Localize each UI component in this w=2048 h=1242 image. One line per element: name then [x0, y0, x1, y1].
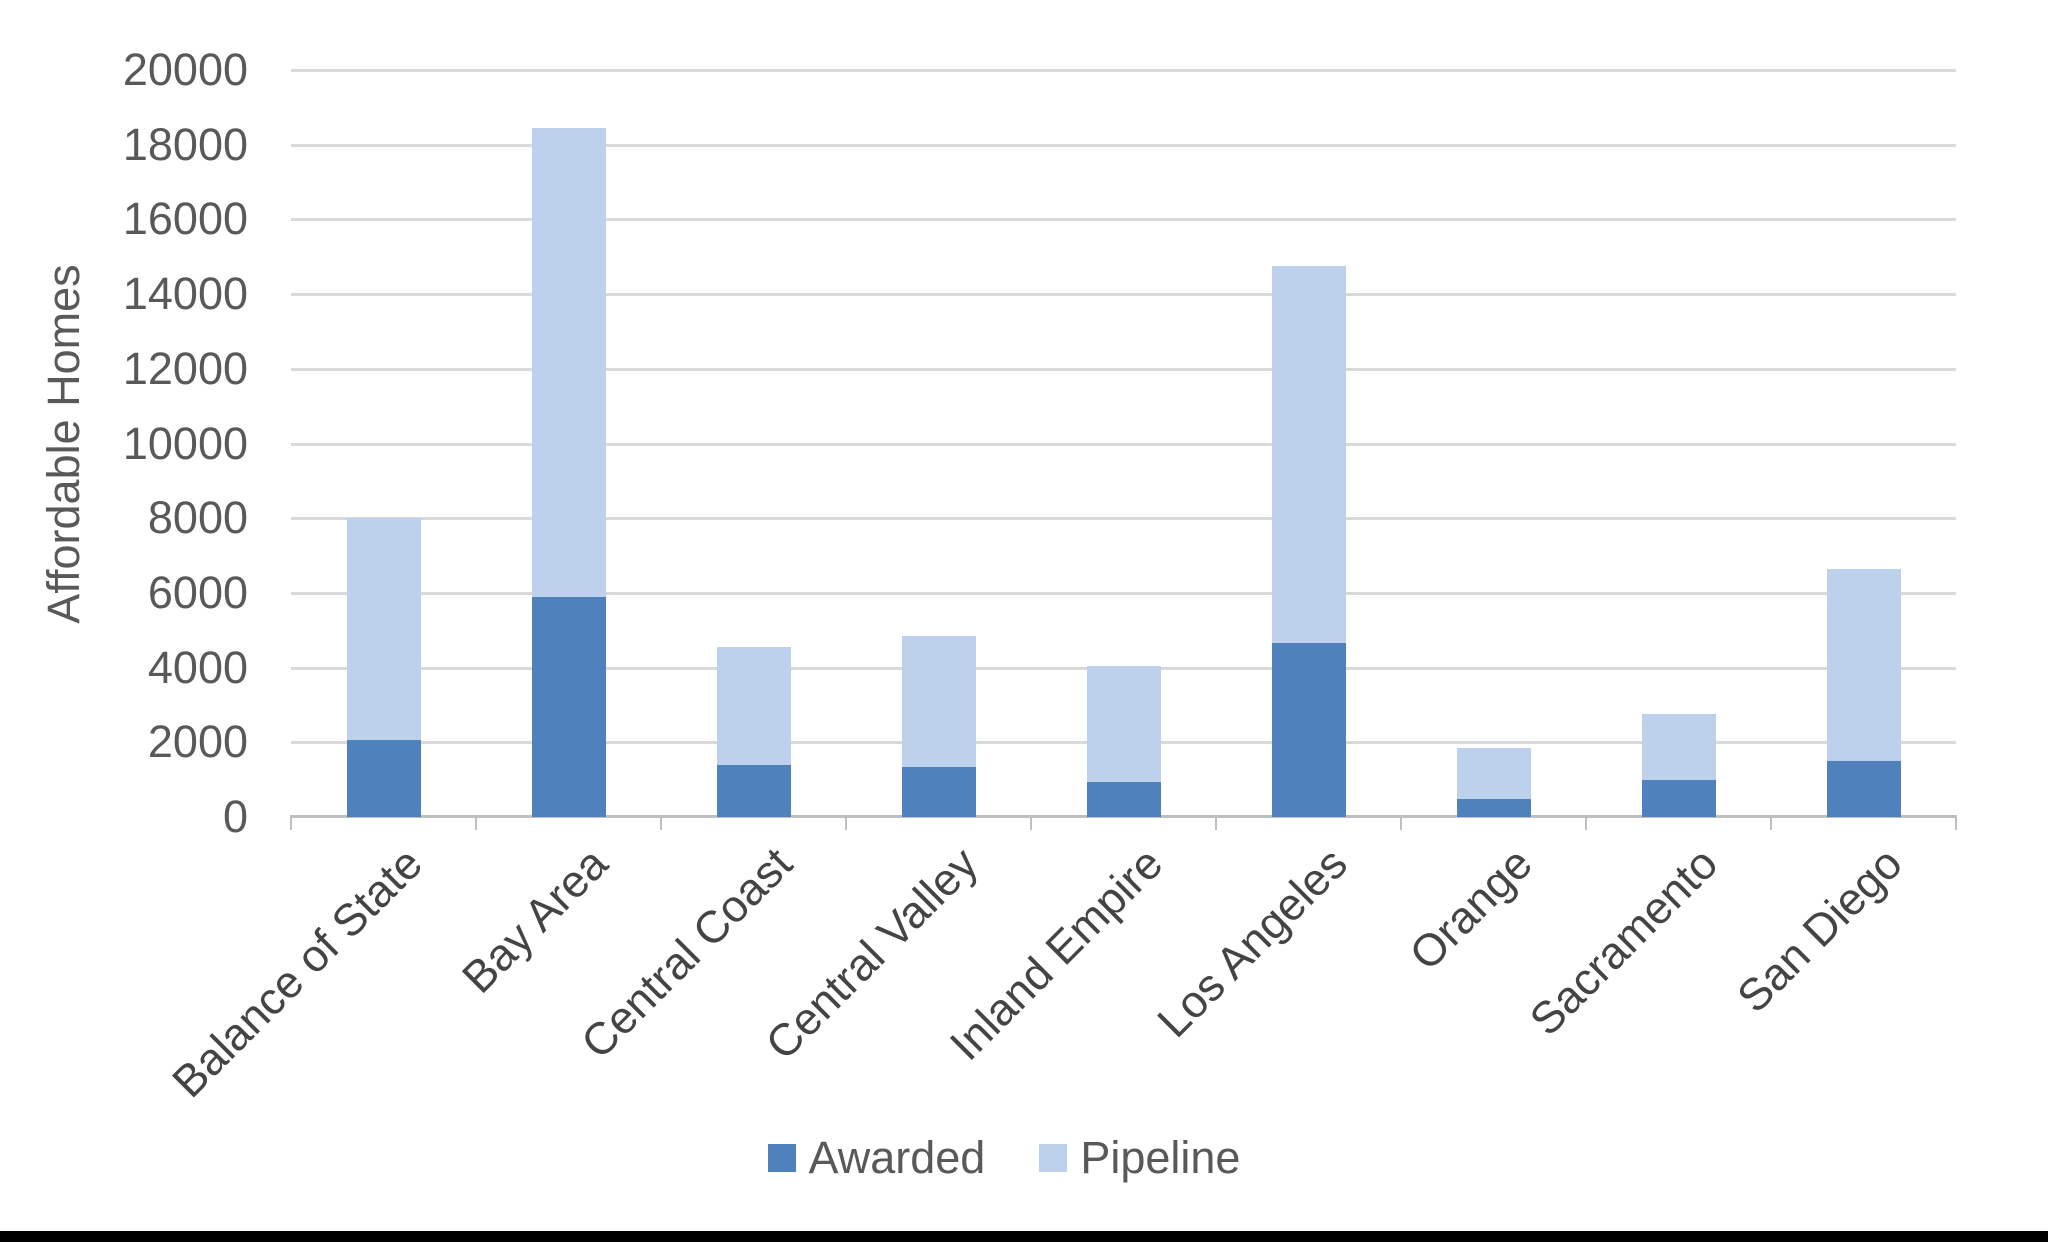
y-axis-tick-label: 12000 [122, 342, 248, 394]
bar-segment-awarded [901, 766, 976, 817]
bar-segment-pipeline [716, 647, 791, 765]
x-axis-label: Bay Area [451, 837, 618, 1003]
legend-entry-pipeline: Pipeline [1039, 1132, 1240, 1184]
y-axis-tick-label: 10000 [122, 417, 248, 469]
y-axis-tick-label: 14000 [122, 268, 248, 320]
y-axis-tick-label: 0 [222, 791, 248, 842]
bar-central-valley [901, 635, 976, 817]
y-axis-tick-label: 16000 [122, 193, 248, 245]
y-axis-tick-label: 2000 [147, 716, 248, 768]
bar-sacramento [1641, 714, 1716, 817]
bar-bay-area [531, 127, 606, 817]
bar-segment-awarded [1271, 643, 1346, 817]
gridline [291, 69, 1956, 72]
x-axis-label: Orange [1399, 837, 1543, 980]
legend-label-pipeline: Pipeline [1080, 1132, 1241, 1183]
bar-segment-pipeline [901, 635, 976, 767]
gridline [291, 143, 1956, 147]
x-axis-label: Los Angeles [1147, 837, 1358, 1048]
x-axis-tick [1030, 815, 1032, 830]
bar-segment-pipeline [346, 518, 421, 741]
bar-orange [1456, 747, 1531, 817]
bar-san-diego [1826, 568, 1901, 817]
legend-label-awarded: Awarded [808, 1132, 986, 1183]
x-axis-tick [1215, 815, 1217, 830]
x-axis-tick [1955, 815, 1957, 830]
legend-swatch-awarded [767, 1144, 796, 1172]
bar-segment-pipeline [1456, 747, 1531, 800]
bar-inland-empire [1086, 665, 1161, 817]
legend-entry-awarded: Awarded [767, 1132, 986, 1184]
gridline [291, 591, 1956, 595]
x-axis-tick [290, 815, 292, 830]
x-axis-tick [1770, 815, 1772, 830]
gridline [291, 293, 1956, 297]
x-axis-tick [845, 815, 847, 830]
bar-segment-awarded [1456, 799, 1531, 817]
bar-central-coast [716, 647, 791, 817]
x-axis-tick [1585, 815, 1587, 830]
bar-los-angeles [1271, 266, 1346, 817]
x-axis-tick [475, 815, 477, 830]
y-axis-tick-label: 8000 [147, 492, 248, 544]
bottom-black-bar [0, 1231, 2048, 1242]
bar-segment-awarded [531, 596, 606, 817]
bar-segment-pipeline [1086, 665, 1161, 783]
bar-segment-pipeline [531, 127, 606, 597]
y-axis-tick-labels: 0 2000 4000 6000 8000 10000 12000 14000 16000 180… [0, 0, 248, 900]
bar-segment-pipeline [1826, 568, 1901, 761]
gridline [291, 517, 1956, 521]
y-axis-tick-label: 18000 [122, 118, 248, 170]
y-axis-tick-label: 20000 [122, 44, 248, 95]
bar-segment-awarded [1086, 782, 1161, 817]
x-axis-tick [1400, 815, 1402, 830]
bar-segment-awarded [346, 740, 421, 817]
bar-segment-pipeline [1641, 714, 1716, 780]
bar-balance-of-state [346, 518, 421, 817]
x-axis-label: Sacramento [1519, 837, 1728, 1046]
legend: Awarded Pipeline [0, 1130, 2028, 1186]
bar-segment-pipeline [1271, 266, 1346, 644]
y-axis-tick-label: 6000 [147, 566, 248, 618]
bar-segment-awarded [1641, 779, 1716, 817]
plot-area: Balance of State Bay Area Central Coast Cen… [163, 69, 1957, 1107]
gridline [291, 442, 1956, 446]
x-axis-tick [660, 815, 662, 830]
legend-swatch-pipeline [1039, 1144, 1068, 1172]
gridline [291, 218, 1956, 222]
y-axis-tick-label: 4000 [147, 641, 248, 693]
bar-segment-awarded [716, 764, 791, 817]
x-axis-label: San Diego [1727, 837, 1913, 1023]
bar-segment-awarded [1826, 760, 1901, 817]
gridline [291, 367, 1956, 371]
